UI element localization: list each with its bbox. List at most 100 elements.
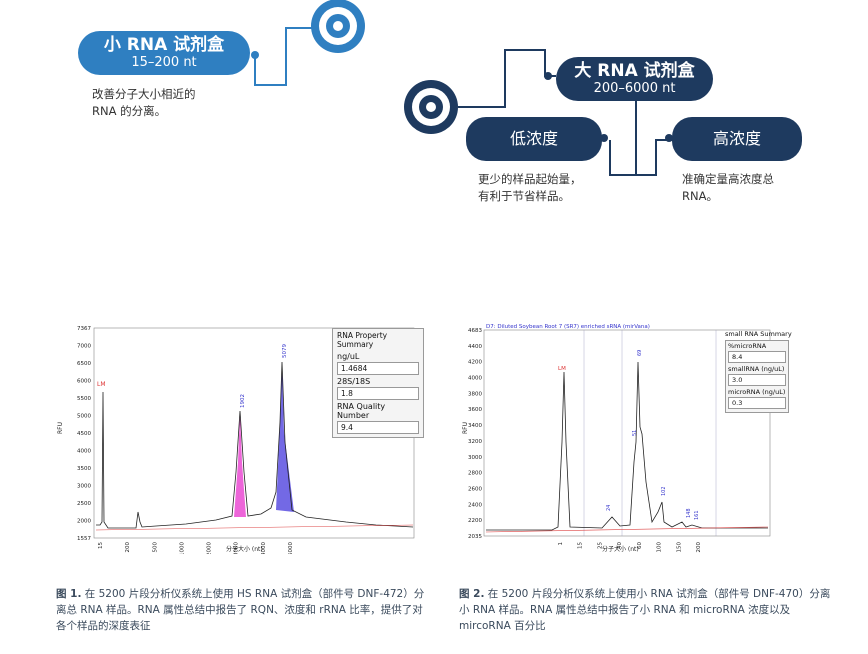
chart2-y-tick-label: 4000 <box>468 376 482 382</box>
chart1-x-tick-label: 6000 <box>288 542 294 554</box>
large-kit-connector <box>458 49 556 108</box>
chart2-x-ticks: 1 15 25 40 60 100 150 200 <box>558 542 702 553</box>
chart2-y-tick-label: 3800 <box>468 391 482 397</box>
figure1-caption-label: 图 1. <box>56 588 82 600</box>
chart2-y-tick-label: 4200 <box>468 360 482 366</box>
chart2-ylabel: RFU <box>462 422 469 434</box>
chart2-peak-102-label: 102 <box>661 486 667 496</box>
chart2-baseline <box>485 526 769 533</box>
high-concentration-badge: 高浓度 <box>672 117 802 161</box>
chart1-y-tick-label: 3000 <box>77 484 91 490</box>
chart2-y-tick-label: 2400 <box>468 502 482 508</box>
chart2-x-tick-label: 60 <box>637 542 643 549</box>
low-concentration-badge: 低浓度 <box>466 117 602 161</box>
chart1-y-tick-label: 5500 <box>77 396 91 402</box>
chart1-summary-box: RNA Property Summary ng/uL 1.4684 28S/18… <box>332 328 424 438</box>
chart1-x-tick-label: 500 <box>152 542 158 553</box>
low-concentration-description: 更少的样品起始量， 有利于节省样品。 <box>478 172 582 203</box>
chart2-x-tick-label: 25 <box>597 542 603 549</box>
chart1-pink-peak <box>234 412 246 517</box>
small-rna-kit-badge: 小 RNA 试剂盒 15–200 nt <box>78 31 250 75</box>
target-icon-left <box>404 80 458 134</box>
chart1-lm-label: LM <box>97 381 106 388</box>
chart2-x-tick-label: 15 <box>578 542 584 549</box>
chart1-y-tick-label: 7000 <box>77 344 91 350</box>
chart2-summary-box: small RNA Summary %microRNA 8.4 smallRNA… <box>722 328 792 416</box>
chart2-y-tick-label: 2600 <box>468 486 482 492</box>
chart2-lm-label: LM <box>558 366 566 372</box>
chart2-y-tick-label: 4400 <box>468 344 482 350</box>
chart1-y-tick-label: 2500 <box>77 501 91 507</box>
chart2-summary-field-2-label: smallRNA (ng/uL) <box>728 365 785 373</box>
chart1-summary-field-2-label: 28S/18S <box>337 377 371 386</box>
chart2-y-tick-label: 2800 <box>468 471 482 477</box>
large-kit-title: 大 RNA 试剂盒 <box>574 61 695 81</box>
figure2-caption-text: 在 5200 片段分析仪系统上使用小 RNA 试剂盒（部件号 DNF-470）分… <box>459 588 831 632</box>
small-kit-range: 15–200 nt <box>131 55 197 70</box>
chart2-trace <box>486 361 768 531</box>
chart2-y-tick-label: 3400 <box>468 423 482 429</box>
chart2-y-tick-label: 4683 <box>468 328 482 334</box>
target-icon-top <box>311 0 365 53</box>
chart1-y-tick-label: 6500 <box>77 361 91 367</box>
chart2-summary-field-2-value: 3.0 <box>728 374 786 386</box>
chart2-peak-69-label: 69 <box>637 350 643 356</box>
chart1-purple-peak <box>276 362 294 512</box>
chart1-summary-field-2-value: 1.8 <box>337 387 419 400</box>
chart1-y-tick-label: 5000 <box>77 414 91 420</box>
chart1-summary-title: RNA Property Summary <box>337 331 388 349</box>
chart1-summary-field-1-value: 1.4684 <box>337 362 419 375</box>
chart1-y-tick-label: 4500 <box>77 431 91 437</box>
chart2-summary-title: small RNA Summary <box>725 330 792 338</box>
chart1-x-tick-label: 15 <box>98 542 104 549</box>
chart1-x-tick-label: 1000 <box>179 542 185 554</box>
chart1-y-tick-label: 1557 <box>77 536 91 542</box>
chart1-y-tick-label: 3500 <box>77 466 91 472</box>
large-rna-kit-badge: 大 RNA 试剂盒 200–6000 nt <box>556 57 713 101</box>
chart1-x-tick-label: 3000 <box>234 542 240 554</box>
chart2-peak-148-label: 148 <box>686 508 692 518</box>
chart2-x-tick-label: 100 <box>657 542 663 553</box>
chart2-xlabel: 分子大小 (nt) <box>602 545 639 553</box>
high-concentration-description: 准确定量高浓度总 RNA。 <box>682 172 774 203</box>
chart2-title: D7: Diluted Soybean Root 7 (SR7) enriche… <box>486 324 650 330</box>
chart1-summary-field-3-value: 9.4 <box>337 421 419 434</box>
chart2-y-tick-label: 2200 <box>468 518 482 524</box>
chart2-summary-field-3-label: microRNA (ng/uL) <box>728 388 786 396</box>
chart2-peak-51-label: 51 <box>632 430 638 436</box>
chart1-y-tick-label: 2000 <box>77 519 91 525</box>
figure1-caption: 图 1. 在 5200 片段分析仪系统上使用 HS RNA 试剂盒（部件号 DN… <box>56 586 428 634</box>
figure2-caption-label: 图 2. <box>459 588 485 600</box>
chart2-x-tick-label: 40 <box>617 542 623 549</box>
chart1-x-tick-label: 200 <box>125 542 131 553</box>
chart1-y-tick-label: 6000 <box>77 379 91 385</box>
small-kit-title: 小 RNA 试剂盒 <box>103 35 225 55</box>
chart1-baseline <box>95 524 414 531</box>
small-kit-description: 改善分子大小相近的 RNA 的分离。 <box>92 87 196 118</box>
connector-graphics <box>251 0 673 176</box>
chart1-xlabel: 分子大小 (nt) <box>226 545 263 553</box>
large-kit-range: 200–6000 nt <box>593 81 676 96</box>
chart1-y-tick-label: 7367 <box>77 326 91 332</box>
chart2-x-tick-label: 150 <box>676 542 682 553</box>
chart1-summary-field-1-label: ng/uL <box>337 352 360 361</box>
chart2-summary-field-1-label: %microRNA <box>728 342 767 350</box>
chart2-summary-field-3-value: 0.3 <box>728 397 786 409</box>
chart1-x-ticks: 15 200 500 1000 2000 3000 4000 6000 <box>98 542 294 554</box>
chart1-x-tick-label: 4000 <box>261 542 267 554</box>
chart2-electropherogram: D7: Diluted Soybean Root 7 (SR7) enriche… <box>462 324 771 553</box>
small-kit-connector <box>254 27 318 86</box>
chart2-peak-24-label: 24 <box>606 505 612 511</box>
chart2-y-tick-label: 2035 <box>468 534 482 540</box>
chart2-y-tick-label: 3000 <box>468 455 482 461</box>
chart1-peak1-label: 1902 <box>240 394 246 408</box>
chart2-x-tick-label: 1 <box>558 542 564 546</box>
chart2-y-tick-label: 3200 <box>468 439 482 445</box>
chart1-trace <box>96 361 414 529</box>
chart1-y-ticks: 7367 7000 6500 6000 5500 5000 4500 4000 3500 3000… <box>77 326 91 542</box>
figure1-caption-text: 在 5200 片段分析仪系统上使用 HS RNA 试剂盒（部件号 DNF-472… <box>56 588 425 632</box>
chart2-summary-field-1-value: 8.4 <box>728 351 786 363</box>
chart1-ylabel: RFU <box>57 422 64 434</box>
chart1-peak2-label: 5079 <box>282 344 288 358</box>
figure2-caption: 图 2. 在 5200 片段分析仪系统上使用小 RNA 试剂盒（部件号 DNF-… <box>459 586 831 634</box>
